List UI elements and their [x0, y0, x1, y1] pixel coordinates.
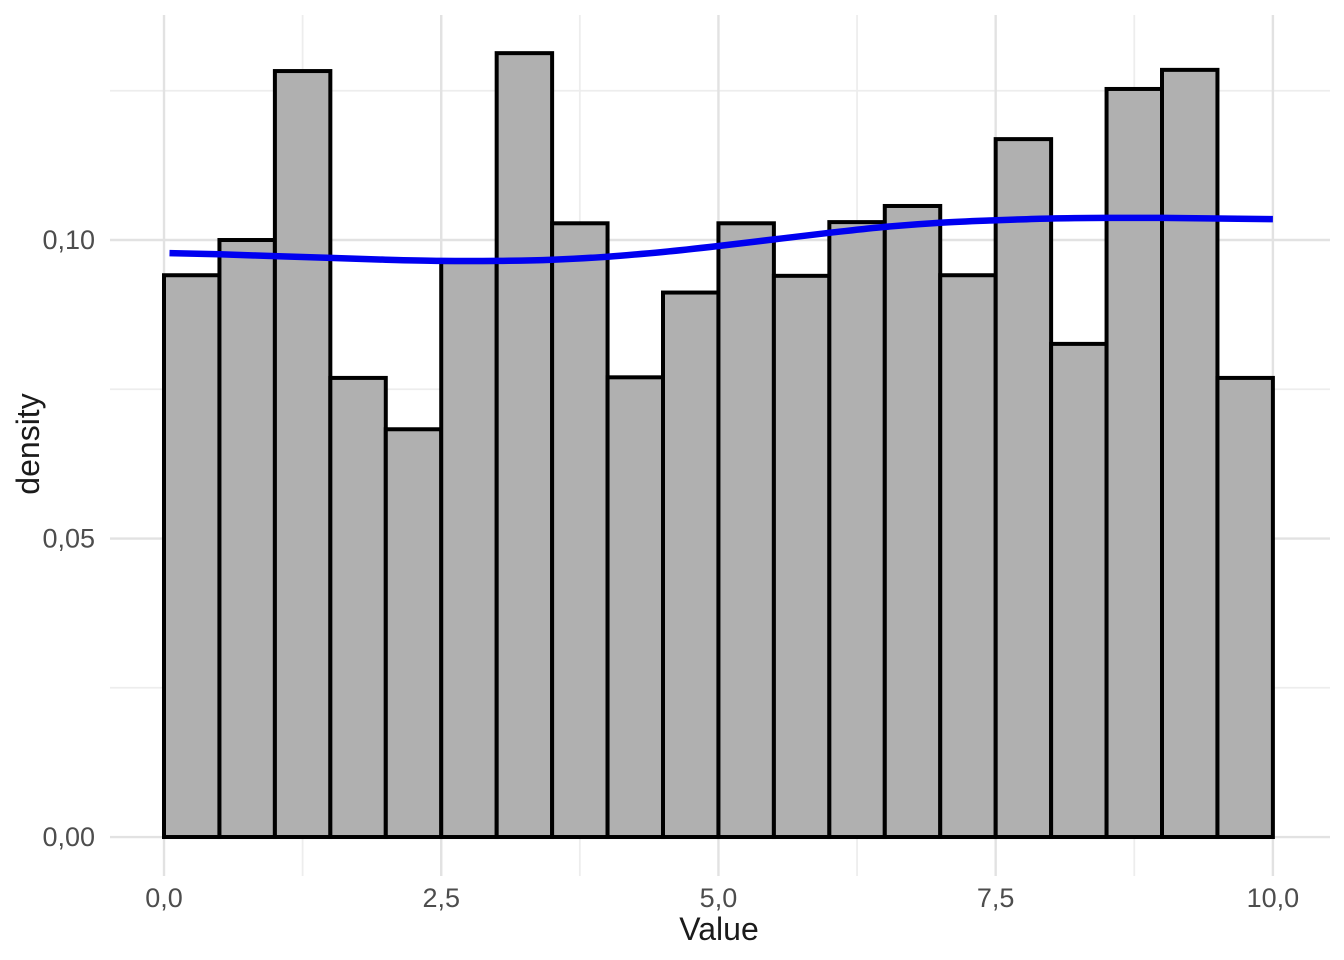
y-tick-label: 0,05	[42, 524, 95, 554]
x-tick-label: 7,5	[977, 883, 1015, 913]
density-curve	[169, 214, 1273, 265]
x-tick-label: 5,0	[700, 883, 738, 913]
histogram-bar	[217, 238, 277, 840]
histogram-bar	[439, 260, 499, 840]
histogram-bar	[771, 273, 832, 840]
y-tick-label: 0,10	[42, 225, 95, 255]
histogram-bar	[605, 375, 666, 840]
x-axis-title: Value	[679, 911, 758, 947]
x-tick-label: 2,5	[422, 883, 460, 913]
y-tick-label: 0,00	[42, 822, 95, 852]
y-axis-tick-labels: 0,00 0,05 0,10	[42, 225, 95, 852]
x-tick-label: 0,0	[145, 883, 183, 913]
x-axis-tick-labels: 0,0 2,5 5,0 7,5 10,0	[145, 883, 1299, 913]
histogram-bar	[661, 290, 721, 840]
histogram-bar	[272, 69, 333, 840]
histogram-bar	[1215, 375, 1275, 840]
histogram-bar	[1104, 86, 1165, 840]
x-tick-label: 10,0	[1247, 883, 1300, 913]
histogram-bar	[328, 375, 388, 840]
histogram-bar	[993, 137, 1054, 840]
y-axis-title: density	[10, 393, 46, 494]
histogram-bar	[1160, 67, 1220, 840]
histogram-bar	[162, 273, 222, 840]
histogram-bar	[938, 273, 998, 840]
histogram-bar	[827, 220, 887, 840]
histogram-bar	[494, 51, 555, 840]
histogram-bar	[1049, 341, 1109, 840]
histogram-bar	[383, 427, 444, 840]
histogram-bar	[550, 221, 610, 840]
histogram-bars	[162, 51, 1275, 840]
histogram-bar	[882, 203, 943, 840]
histogram-bar	[716, 221, 776, 840]
